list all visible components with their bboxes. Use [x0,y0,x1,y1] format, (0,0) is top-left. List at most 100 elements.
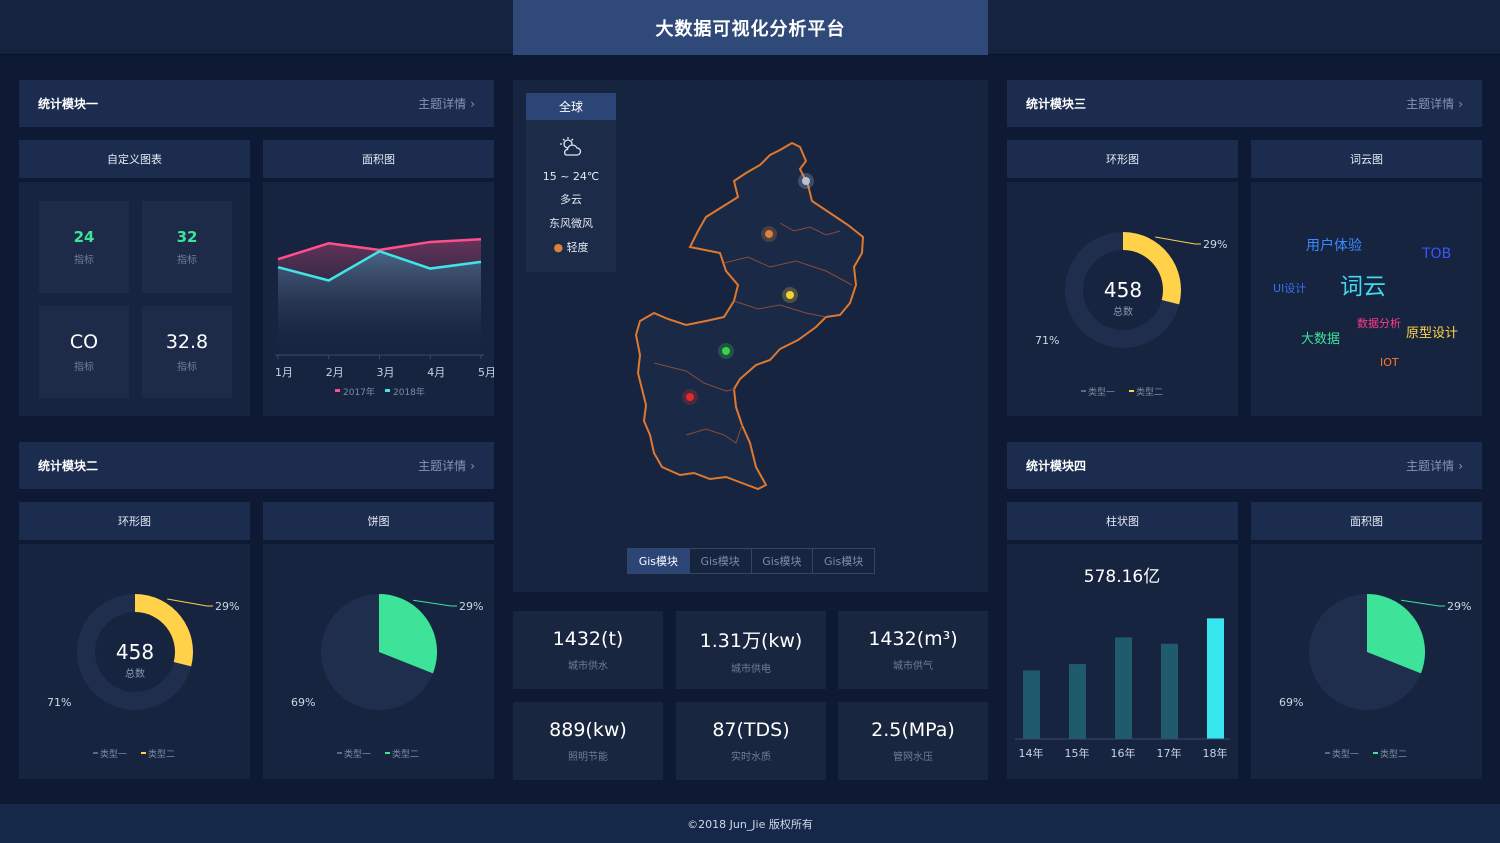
footer: ©2018 Jun_Jie 版权所有 [0,804,1500,843]
legend-label: 2018年 [393,386,425,398]
stat-value: CO [69,331,99,353]
stat-cell: 32.8 指标 [142,306,232,398]
marker-5 [686,393,694,401]
chevron-right-icon: › [470,458,475,473]
x-tick-label: 4月 [427,366,445,379]
x-tick-label: 3月 [377,366,395,379]
gis-tab[interactable]: Gis模块 [823,555,864,568]
bar-chart-total: 578.16亿 [1084,567,1160,587]
module-three-header: 统计模块三 主题详情 › [1007,80,1482,127]
legend-swatch [93,752,98,754]
slice-label: 29% [1203,238,1227,251]
marker-3 [786,291,794,299]
series-line [277,249,482,282]
legend-swatch [1081,390,1086,392]
x-tick-label: 2月 [326,366,344,379]
word-cloud-item: 用户体验 [1306,238,1362,254]
legend-swatch [385,389,390,392]
gis-tab[interactable]: Gis模块 [752,549,814,573]
area-chart: 1月 2月 3月 4月 5月 2017年 2018年 [275,238,494,398]
slice-label: 29% [1447,600,1471,613]
bar-chart: 578.16亿 14年 15年 16年 17年 18年 [1015,567,1230,760]
legend-label: 类型一 [100,748,127,760]
kpi-label: 城市供电 [731,663,771,675]
ring-chart-panel [1007,182,1238,416]
kpi-label: 城市供水 [568,661,608,672]
slice-label: 69% [291,696,315,709]
theme-details-link[interactable]: 主题详情 › [1406,96,1463,112]
slice-label: 69% [1279,696,1303,709]
word-cloud-item: UI设计 [1273,282,1307,295]
x-tick-label: 16年 [1111,746,1136,760]
theme-details-link[interactable]: 主题详情 › [418,458,475,474]
kpi-label: 照明节能 [568,752,608,763]
slice-type-one [1065,232,1180,348]
module-title: 统计模块三 [1026,97,1087,111]
label-line [167,598,213,607]
legend-swatch [1325,752,1330,754]
chevron-right-icon: › [1458,96,1463,111]
map-border [653,362,737,392]
legend-label: 类型一 [1088,386,1115,398]
weather-wind: 东风微风 [549,217,593,230]
panel-header-custom-chart: 自定义图表 [19,140,250,178]
legend-label: 2017年 [343,386,375,398]
marker-2 [765,230,773,238]
slice-type-one [76,594,192,710]
label-line [1401,599,1445,607]
kpi-value: 1432(m³) [868,628,958,650]
x-tick-label: 1月 [275,366,293,379]
x-tick-label: 5月 [478,366,494,379]
marker-1 [802,177,810,185]
kpi-card: 889(kw) 照明节能 [513,702,663,780]
kpi-value: 889(kw) [549,719,627,741]
kpi-label: 城市供气 [893,661,933,672]
stat-value: 24 [73,228,95,246]
slice-type-two [1367,594,1425,674]
region-map [634,141,865,491]
kpi-card: 87(TDS) 实时水质 [676,702,826,780]
center-value: 458 [1104,278,1142,302]
x-tick-label: 14年 [1019,746,1044,760]
kpi-label: 实时水质 [731,752,771,763]
kpi-label: 管网水压 [893,752,933,763]
weather-widget: 全球 15 ~ 24℃ 多云 东风微风 ● 轻度 [526,93,616,272]
chevron-right-icon: › [470,96,475,111]
x-tick-label: 17年 [1157,746,1182,760]
slice-type-two [135,594,193,667]
slice-type-two [1123,232,1181,305]
bar [1069,664,1086,739]
panel-header-area-chart: 面积图 [263,140,494,178]
chevron-right-icon: › [1458,458,1463,473]
pie-chart: 29% 69% 类型一 类型二 [291,594,483,760]
bar [1023,670,1040,739]
legend-swatch [1373,752,1378,754]
slice-type-one [321,594,433,710]
slice-label: 29% [459,600,483,613]
theme-details-link[interactable]: 主题详情 › [418,96,475,112]
legend-label: 类型一 [1332,748,1359,760]
panel-header-ring-chart: 环形图 [1007,140,1238,178]
slice-label: 71% [47,696,71,709]
kpi-card: 1432(m³) 城市供气 [838,611,988,689]
gis-tab[interactable]: Gis模块 [628,549,690,573]
stat-label: 指标 [74,255,94,266]
partly-cloudy-icon [526,136,616,162]
slice-type-two [379,594,437,674]
legend-label: 类型二 [392,748,419,760]
page-title: 大数据可视化分析平台 [513,0,988,55]
stat-cell: 24 指标 [39,201,129,293]
center-value: 458 [116,640,154,664]
gis-tab[interactable]: Gis模块 [690,549,752,573]
pie-chart: 29% 69% 类型一 类型二 [1279,594,1471,760]
kpi-value: 1.31万(kw) [699,629,803,652]
region-tab-global[interactable]: 全球 [526,93,616,120]
module-title: 统计模块一 [38,97,99,111]
level-dot-icon: ● [553,241,564,254]
word-cloud-item: 大数据 [1301,332,1341,347]
panel-header-ring-chart: 环形图 [19,502,250,540]
word-cloud-item: TOB [1422,246,1452,262]
theme-details-link[interactable]: 主题详情 › [1406,458,1463,474]
stat-cell: CO 指标 [39,306,129,398]
